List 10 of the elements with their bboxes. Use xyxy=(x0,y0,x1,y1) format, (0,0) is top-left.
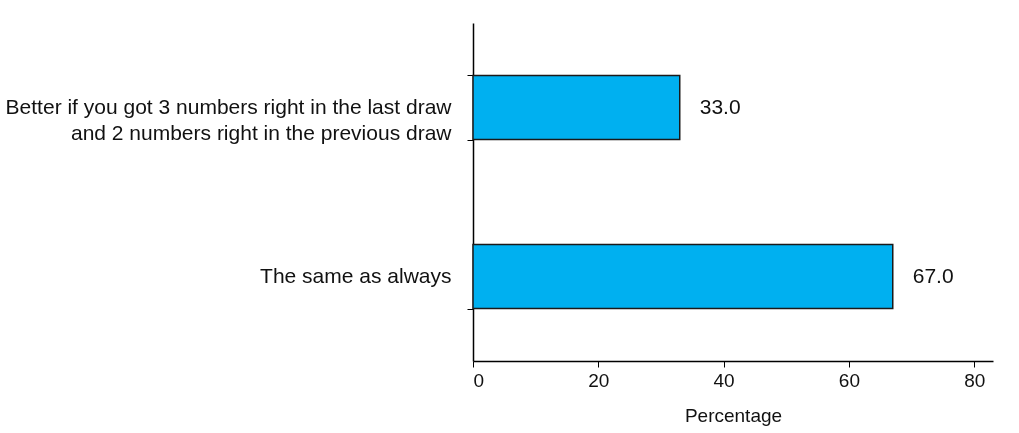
x-tick-label: 60 xyxy=(838,369,860,391)
data-label: 33.0 xyxy=(699,94,741,118)
y-tick-label: Better if you got 3 numbers right in the last draw and 2 numbers right in the previous draw xyxy=(5,95,453,144)
x-tick-label: 80 xyxy=(964,369,986,391)
data-label: 67.0 xyxy=(912,263,954,287)
x-tick-label: 40 xyxy=(713,369,735,391)
x-tick-label: 0 xyxy=(473,369,485,391)
x-axis-title: Percentage xyxy=(684,404,783,426)
x-tick-label: 20 xyxy=(588,369,610,391)
y-tick-label: The same as always xyxy=(260,264,452,287)
